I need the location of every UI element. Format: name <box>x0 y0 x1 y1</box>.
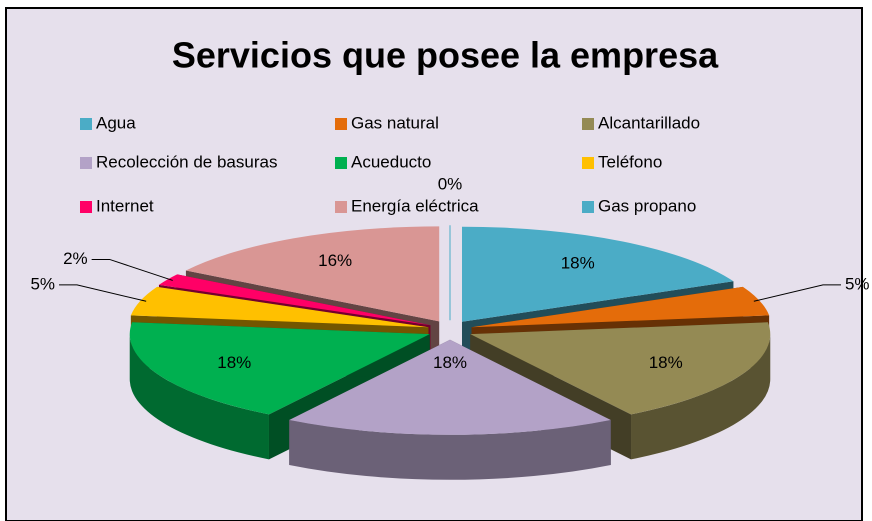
legend-label: Agua <box>96 113 136 132</box>
leader-line <box>91 258 173 281</box>
legend-swatch <box>80 157 92 169</box>
legend-swatch <box>335 118 347 130</box>
slice <box>462 226 734 322</box>
legend-swatch <box>335 201 347 213</box>
data-label: 18% <box>433 353 467 372</box>
slice <box>158 274 431 326</box>
pie-tops <box>129 225 771 435</box>
data-label: 16% <box>318 251 352 270</box>
data-label: 18% <box>217 353 251 372</box>
data-label: 0% <box>438 175 463 194</box>
legend-label: Internet <box>96 196 154 215</box>
slice-side <box>289 420 611 480</box>
legend-label: Acueducto <box>351 152 431 171</box>
legend-label: Alcantarillado <box>598 113 700 132</box>
legend-label: Recolección de basuras <box>96 152 277 171</box>
legend-label: Energía eléctrica <box>351 196 479 215</box>
slice-side <box>129 334 269 460</box>
legend-swatch <box>582 157 594 169</box>
legend-swatch <box>80 118 92 130</box>
chart-title: Servicios que posee la empresa <box>172 35 719 76</box>
slice <box>470 322 771 415</box>
data-label: 5% <box>845 274 870 293</box>
slice <box>129 322 430 415</box>
legend-label: Gas propano <box>598 196 696 215</box>
slice <box>185 226 440 322</box>
legend-swatch <box>582 118 594 130</box>
slice-side <box>631 334 771 460</box>
data-label: 5% <box>30 274 55 293</box>
leader-line <box>753 284 841 302</box>
slice <box>289 339 611 435</box>
leader-line <box>59 284 147 302</box>
data-label: 2% <box>63 249 88 268</box>
legend-swatch <box>335 157 347 169</box>
legend-label: Teléfono <box>598 152 662 171</box>
slice <box>130 286 429 328</box>
data-label: 18% <box>561 253 595 272</box>
legend-swatch <box>80 201 92 213</box>
legend-swatch <box>582 201 594 213</box>
slice <box>471 286 770 328</box>
data-label: 18% <box>649 353 683 372</box>
legend-label: Gas natural <box>351 113 439 132</box>
